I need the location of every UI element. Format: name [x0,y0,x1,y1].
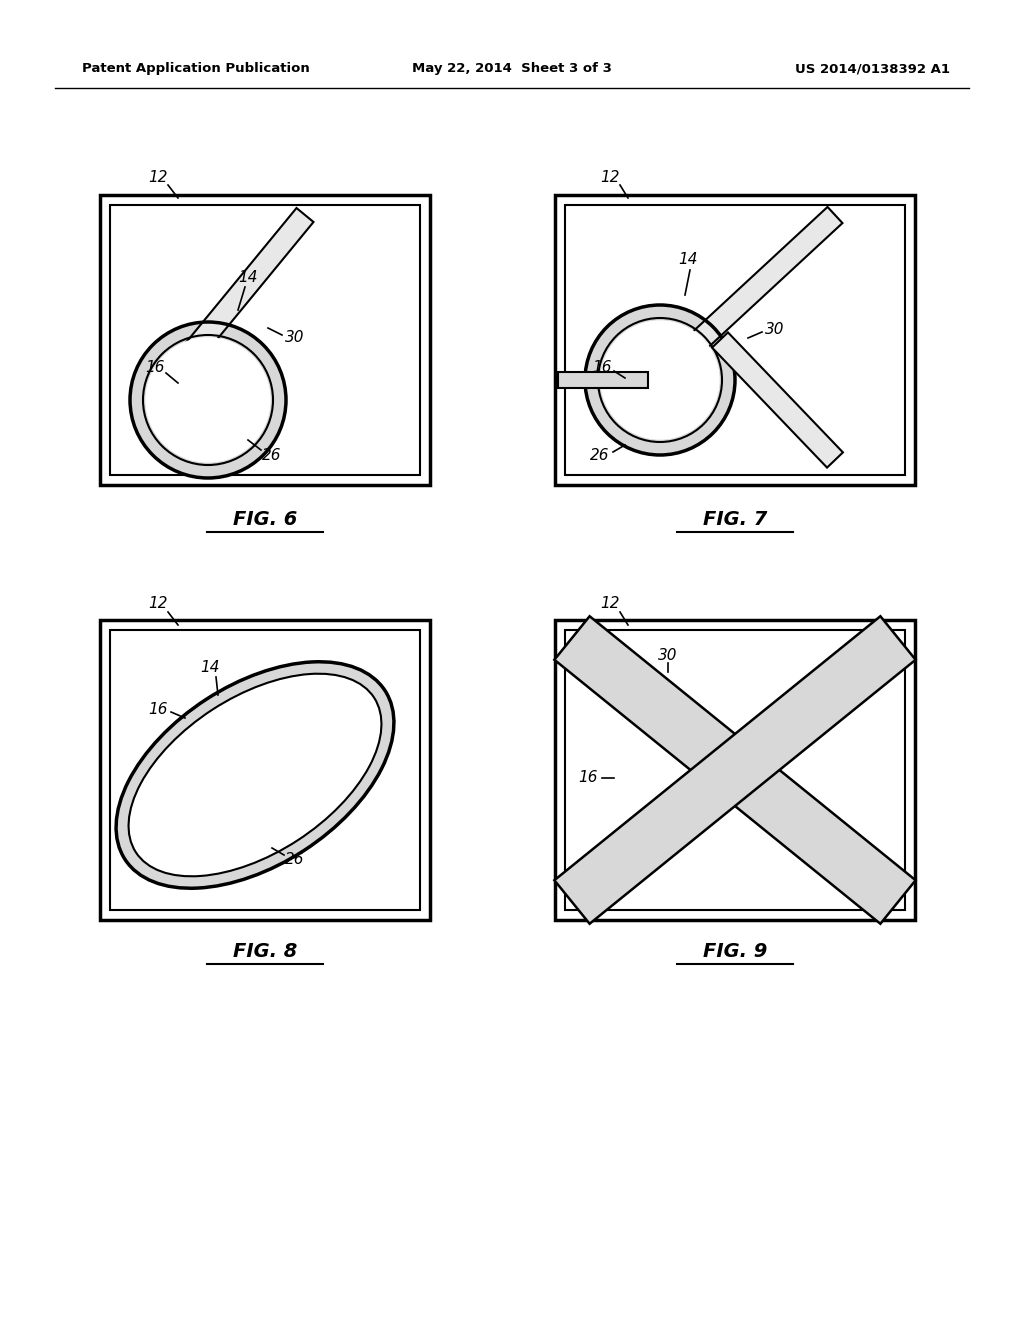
Bar [565,205,905,475]
Text: FIG. 7: FIG. 7 [702,510,767,529]
Text: 16: 16 [579,771,598,785]
Polygon shape [554,616,915,924]
Bar [565,630,905,909]
Circle shape [146,338,270,462]
Bar [558,372,648,388]
Ellipse shape [129,673,382,876]
Text: 16: 16 [145,360,165,375]
Polygon shape [692,207,843,348]
Circle shape [130,322,286,478]
Bar [100,620,430,920]
Text: 14: 14 [678,252,697,268]
Text: 30: 30 [765,322,784,338]
Bar [100,195,430,484]
Text: 12: 12 [600,170,620,186]
Text: 16: 16 [592,360,611,375]
Bar [555,620,915,920]
Text: May 22, 2014  Sheet 3 of 3: May 22, 2014 Sheet 3 of 3 [412,62,612,75]
Text: 12: 12 [148,170,168,186]
Text: Patent Application Publication: Patent Application Publication [82,62,309,75]
Circle shape [601,321,719,440]
Text: 26: 26 [262,449,282,463]
Polygon shape [554,616,915,924]
Text: 14: 14 [239,271,258,285]
Text: 12: 12 [148,595,168,610]
Text: US 2014/0138392 A1: US 2014/0138392 A1 [795,62,950,75]
Text: FIG. 6: FIG. 6 [232,510,297,529]
Bar [555,195,915,484]
Text: 30: 30 [658,648,678,663]
Text: 26: 26 [590,449,609,463]
Text: FIG. 9: FIG. 9 [702,942,767,961]
Circle shape [585,305,735,455]
Bar [110,630,420,909]
Text: 26: 26 [286,853,305,867]
Polygon shape [712,333,843,467]
Text: 14: 14 [201,660,220,676]
Ellipse shape [116,661,394,888]
Text: 30: 30 [286,330,305,346]
Polygon shape [181,209,313,362]
Bar [110,205,420,475]
Text: FIG. 8: FIG. 8 [232,942,297,961]
Text: 16: 16 [148,702,168,718]
Text: 12: 12 [600,595,620,610]
